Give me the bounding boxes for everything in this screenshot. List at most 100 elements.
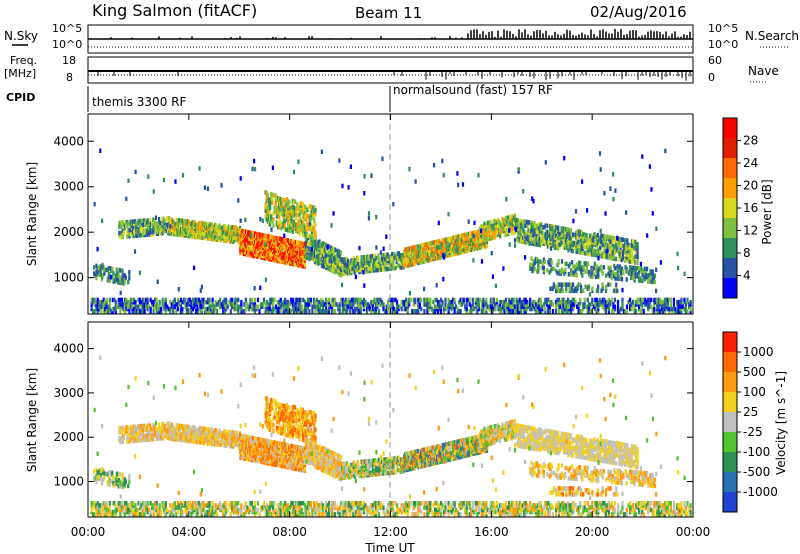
power-cell <box>305 309 308 314</box>
power-cell <box>202 231 205 237</box>
power-cell <box>126 219 129 225</box>
power-cell <box>523 219 526 224</box>
power-cell <box>262 297 266 303</box>
power-cell <box>99 309 102 314</box>
power-cell <box>328 297 331 303</box>
power-cell <box>338 302 341 307</box>
power-cell <box>294 199 297 204</box>
power-cell <box>217 235 220 240</box>
power-cell <box>625 309 629 314</box>
power-cell <box>96 246 99 252</box>
power-cell <box>248 232 251 237</box>
power-cell <box>450 252 453 257</box>
power-cell <box>310 247 313 252</box>
power-cell <box>271 234 274 240</box>
power-cell <box>581 273 584 278</box>
power-cell <box>120 220 123 225</box>
power-cell <box>214 235 217 240</box>
power-cell <box>309 204 312 209</box>
power-cell <box>530 256 533 261</box>
power-cell <box>624 237 627 243</box>
power-cell <box>541 261 544 266</box>
power-cell <box>197 226 200 232</box>
power-cell <box>163 228 166 234</box>
power-cell <box>330 223 333 228</box>
power-cell <box>441 299 444 305</box>
power-cell <box>103 271 106 276</box>
power-cell <box>122 279 125 284</box>
power-cell <box>635 309 638 314</box>
power-cell <box>575 272 578 278</box>
power-cell <box>579 284 583 289</box>
power-cell <box>170 227 174 232</box>
power-cell <box>242 229 245 234</box>
freq-trace <box>88 70 693 81</box>
power-cell <box>216 309 219 314</box>
power-cell <box>121 220 124 225</box>
power-cell <box>211 297 214 303</box>
power-cell <box>147 220 150 225</box>
power-cell <box>592 266 595 271</box>
power-cell <box>167 216 170 221</box>
power-cell <box>571 260 574 265</box>
power-cell <box>396 263 399 269</box>
nave-tick-high: 60 <box>708 54 722 67</box>
power-cell <box>283 233 286 238</box>
power-cell <box>244 229 248 234</box>
power-cell <box>382 302 385 307</box>
power-cell <box>650 297 653 303</box>
power-cell <box>532 233 535 238</box>
power-cell <box>473 220 476 226</box>
power-cell <box>272 217 275 222</box>
power-cell <box>99 272 102 278</box>
power-cell <box>119 290 122 296</box>
power-cell <box>560 282 563 287</box>
power-cell <box>176 306 179 312</box>
power-cell <box>308 256 311 262</box>
power-cell <box>127 228 130 233</box>
power-cell <box>515 227 518 232</box>
power-cell <box>485 231 488 236</box>
power-cell <box>640 266 643 271</box>
power-cell <box>236 236 239 241</box>
power-cell <box>147 174 150 179</box>
power-cell <box>535 229 538 235</box>
power-cell <box>357 255 360 261</box>
power-cell <box>272 223 275 228</box>
power-cell <box>603 190 606 196</box>
power-cell <box>123 273 126 278</box>
power-cell <box>616 235 619 241</box>
power-cell <box>261 239 265 244</box>
power-cell <box>581 179 584 184</box>
power-cell <box>248 248 251 254</box>
power-cell <box>250 297 253 303</box>
power-cell <box>215 237 218 242</box>
power-cell <box>121 234 124 240</box>
power-cell <box>550 260 553 265</box>
power-cell <box>223 238 226 243</box>
station-title: King Salmon (fitACF) <box>92 1 257 20</box>
power-cell <box>283 222 286 228</box>
power-cell <box>537 259 540 264</box>
power-cell <box>247 250 250 255</box>
power-cell <box>112 270 115 276</box>
power-cell <box>153 219 156 224</box>
power-cell <box>621 297 624 303</box>
power-cell <box>200 233 203 238</box>
power-cell <box>281 251 284 256</box>
power-cell <box>569 227 572 233</box>
power-cell <box>601 271 604 276</box>
power-cell <box>237 198 240 203</box>
nave-label: Nave <box>748 64 779 78</box>
power-cell <box>636 250 639 255</box>
power-cell <box>115 271 118 277</box>
power-cell <box>469 238 472 243</box>
power-cell <box>101 262 104 268</box>
power-cell <box>571 232 575 237</box>
power-cell <box>400 306 403 312</box>
power-cell <box>565 282 568 287</box>
power-cell <box>184 297 187 303</box>
power-cell <box>261 233 265 238</box>
power-cell <box>338 309 341 314</box>
power-cell <box>533 237 536 243</box>
